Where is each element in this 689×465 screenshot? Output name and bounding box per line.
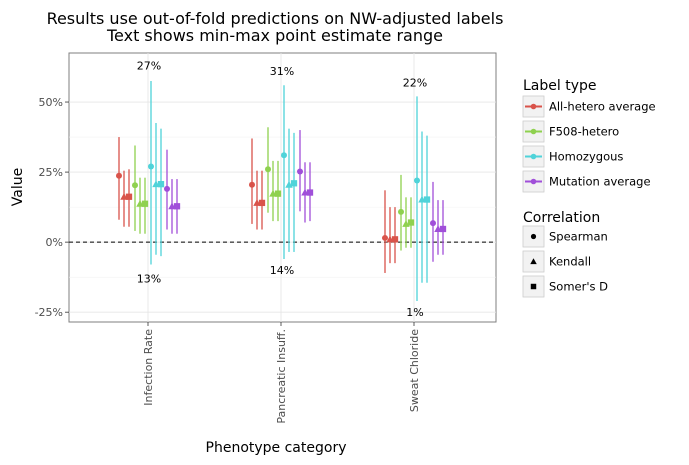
data-point <box>116 172 122 179</box>
data-point <box>281 152 287 159</box>
data-point <box>141 200 149 207</box>
legend-correlation-title: Correlation <box>523 210 600 226</box>
data-point <box>398 208 404 215</box>
data-point <box>306 189 314 196</box>
data-point <box>414 177 420 184</box>
data-point <box>148 163 154 170</box>
legend-label: Mutation average <box>549 175 651 189</box>
legend-key-shape <box>530 258 537 265</box>
chart-subtitle: Text shows min-max point estimate range <box>106 26 443 45</box>
range-label-min: 1% <box>406 306 423 319</box>
y-tick-label: 25% <box>39 166 63 179</box>
legend-label-type: Label type All-hetero average F508-hetero… <box>522 78 656 193</box>
legend-key-shape <box>530 283 537 290</box>
legend-key-point <box>530 178 537 185</box>
y-axis-label: Value <box>10 168 26 206</box>
legend-label-type-title: Label type <box>523 78 597 94</box>
range-label-max: 22% <box>403 76 427 89</box>
range-label-min: 13% <box>137 273 161 286</box>
data-point <box>249 181 255 188</box>
data-point <box>157 180 165 188</box>
x-tick-label: Infection Rate <box>142 329 155 406</box>
data-point <box>164 185 170 192</box>
chart-marks <box>116 81 447 301</box>
x-tick-label: Sweat Chloride <box>408 329 421 412</box>
y-axis: -25% 0% 25% 50% <box>35 96 69 319</box>
legend-label: Somer's D <box>549 280 608 294</box>
x-axis: Infection Rate Pancreatic Insuff. Sweat Ch… <box>142 322 421 424</box>
legend-label: Kendall <box>549 255 591 269</box>
data-point <box>430 220 436 227</box>
data-point <box>258 199 266 207</box>
data-point <box>439 225 447 233</box>
legend-label: Spearman <box>549 230 608 244</box>
data-point <box>290 180 298 187</box>
data-point <box>297 168 303 175</box>
legend-key-point <box>530 153 537 160</box>
legend-label: Homozygous <box>549 150 623 164</box>
legend-key-point <box>530 103 537 110</box>
legend-label: All-hetero average <box>549 100 656 114</box>
range-label-max: 31% <box>270 65 294 78</box>
data-point <box>132 182 138 189</box>
legend-label: F508-hetero <box>549 125 619 139</box>
legend-key-shape <box>530 233 537 240</box>
x-axis-label: Phenotype category <box>206 440 347 456</box>
x-tick-label: Pancreatic Insuff. <box>275 329 288 424</box>
data-point <box>382 234 388 241</box>
y-tick-label: 0% <box>46 236 63 249</box>
data-point <box>407 219 415 226</box>
data-point <box>423 196 431 203</box>
y-tick-label: -25% <box>35 306 63 319</box>
data-point <box>391 236 399 243</box>
chart-title: Results use out-of-fold predictions on N… <box>47 9 504 28</box>
data-point <box>173 203 181 210</box>
range-label-max: 27% <box>137 60 161 73</box>
range-label-min: 14% <box>270 264 294 277</box>
data-point <box>125 193 133 200</box>
data-point <box>265 166 271 173</box>
legend-key-point <box>530 128 537 135</box>
legend-correlation: Correlation Spearman Kendall Somer's D <box>522 210 608 298</box>
y-tick-label: 50% <box>39 96 63 109</box>
data-point <box>274 190 282 197</box>
range-labels: 27% 13% 31% 14% 22% 1% <box>137 60 427 320</box>
